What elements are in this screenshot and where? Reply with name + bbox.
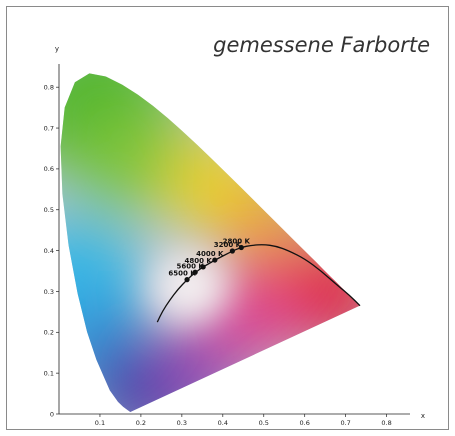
y-tick-label: 0.6 <box>44 165 54 173</box>
y-tick-label: 0.3 <box>44 288 54 296</box>
y-tick-label: 0.7 <box>44 124 54 132</box>
measured-point <box>212 257 218 263</box>
x-ticks: 0.1 0.2 0.3 0.4 0.5 0.6 0.7 0.8 <box>95 414 392 427</box>
x-tick-label: 0.5 <box>259 419 269 427</box>
measured-point <box>184 277 190 283</box>
x-tick-label: 0.1 <box>95 419 105 427</box>
x-tick-label: 0.6 <box>300 419 310 427</box>
point-label: 5600 K <box>176 262 204 270</box>
y-axis-label: y <box>55 45 59 53</box>
planckian-locus-curve <box>156 244 361 323</box>
y-tick-label: 0 <box>50 410 54 418</box>
chart-title: gemessene Farborte <box>213 33 430 57</box>
point-label: 4000 K <box>196 250 224 258</box>
point-label: 4800 K <box>184 257 212 265</box>
point-label: 6500 K <box>168 270 196 278</box>
measured-point <box>238 244 244 251</box>
chart-frame <box>6 6 449 430</box>
x-tick-label: 0.3 <box>177 419 187 427</box>
y-tick-label: 0.5 <box>44 206 54 214</box>
y-ticks: 0 0.1 0.2 0.3 0.4 0.5 0.6 0.7 0.8 <box>44 84 59 418</box>
point-label: 2800 K <box>223 238 251 246</box>
x-tick-label: 0.2 <box>136 419 146 427</box>
measured-point <box>229 248 235 254</box>
y-tick-label: 0.4 <box>44 247 54 255</box>
measured-point <box>192 269 198 275</box>
x-tick-label: 0.7 <box>340 419 350 427</box>
y-tick-label: 0.8 <box>44 84 54 92</box>
measured-point <box>200 264 206 270</box>
point-label: 3200 K <box>214 241 242 249</box>
y-tick-label: 0.2 <box>44 329 54 337</box>
x-axis-label: x <box>421 412 425 420</box>
y-tick-label: 0.1 <box>44 369 54 377</box>
x-tick-label: 0.4 <box>218 419 228 427</box>
x-tick-label: 0.8 <box>381 419 391 427</box>
